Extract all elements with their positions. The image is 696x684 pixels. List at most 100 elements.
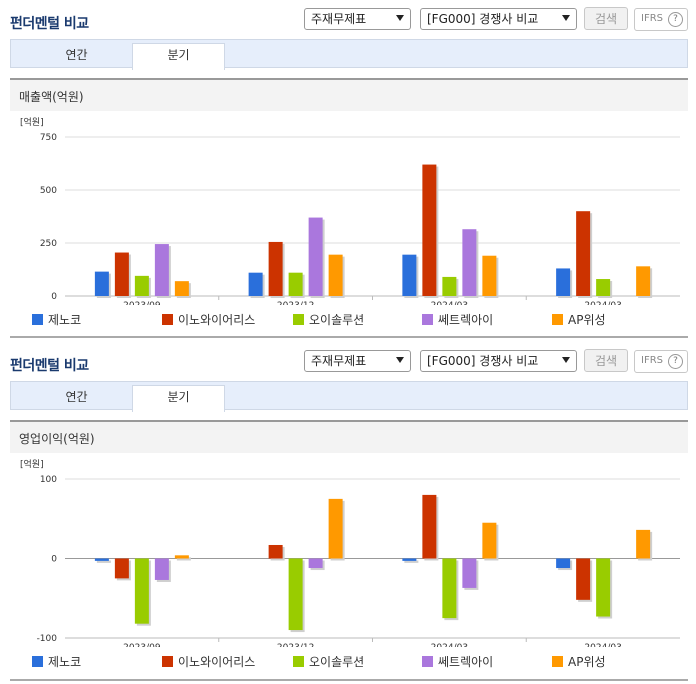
y-tick-label: 100	[40, 475, 57, 485]
bar-제노코[interactable]	[556, 558, 571, 569]
legend-item[interactable]: 이노와이어리스	[162, 655, 255, 669]
bar-이노와이어리스[interactable]	[268, 544, 283, 559]
bar-제노코[interactable]	[94, 271, 109, 296]
bar-오이솔루션[interactable]	[596, 279, 611, 296]
chart-subtitle: 영업이익(억원)	[19, 432, 95, 446]
ifrs-button[interactable]: IFRS?	[634, 8, 688, 31]
bar-이노와이어리스[interactable]	[114, 558, 129, 579]
fundamental-compare-panel-revenue: 펀더멘털 비교 주재무제표 [FG000] 경쟁사 비교 검색 IFRS? 연간…	[0, 0, 696, 340]
y-tick-label: 750	[40, 133, 57, 143]
tab-quarterly[interactable]: 분기	[132, 43, 225, 70]
bar-이노와이어리스[interactable]	[114, 252, 129, 296]
divider	[10, 336, 688, 338]
statement-type-value: 주재무제표	[311, 12, 367, 26]
legend-label: 이노와이어리스	[178, 313, 256, 327]
bar-쎄트렉아이[interactable]	[462, 558, 477, 588]
legend-item[interactable]: AP위성	[552, 313, 606, 327]
x-tick-label: 2023/12	[277, 643, 314, 647]
legend-item[interactable]: 제노코	[32, 313, 81, 327]
bar-제노코[interactable]	[402, 558, 417, 561]
bar-오이솔루션[interactable]	[288, 272, 303, 296]
statement-type-select[interactable]: 주재무제표	[304, 8, 411, 30]
legend-swatch	[32, 314, 43, 325]
bar-제노코[interactable]	[402, 254, 417, 296]
period-tabs: 연간 분기	[10, 381, 688, 412]
chevron-down-icon	[562, 15, 570, 21]
bar-제노코[interactable]	[94, 558, 109, 561]
bar-shadow	[404, 560, 419, 563]
bar-쎄트렉아이[interactable]	[154, 558, 169, 580]
legend-swatch	[552, 314, 563, 325]
legend-item[interactable]: 제노코	[32, 655, 81, 669]
tab-annual[interactable]: 연간	[65, 390, 88, 404]
help-icon[interactable]: ?	[668, 12, 683, 27]
bar-이노와이어리스[interactable]	[576, 211, 591, 296]
legend-item[interactable]: 오이솔루션	[293, 655, 364, 669]
legend-swatch	[552, 656, 563, 667]
bar-쎄트렉아이[interactable]	[308, 558, 323, 569]
bar-이노와이어리스[interactable]	[422, 164, 437, 296]
bar-AP위성[interactable]	[636, 266, 651, 296]
legend-label: 제노코	[48, 313, 82, 327]
bar-쎄트렉아이[interactable]	[308, 217, 323, 296]
legend-label: 제노코	[48, 655, 82, 669]
bar-shadow	[176, 557, 191, 561]
bar-AP위성[interactable]	[482, 255, 497, 296]
x-tick-label: 2024/03	[431, 643, 468, 647]
x-tick-label: 2024/03	[584, 301, 621, 305]
bar-이노와이어리스[interactable]	[422, 494, 437, 559]
bar-AP위성[interactable]	[482, 522, 497, 559]
competitor-group-select[interactable]: [FG000] 경쟁사 비교	[420, 8, 577, 30]
tab-quarterly[interactable]: 분기	[132, 385, 225, 412]
search-button[interactable]: 검색	[584, 349, 628, 372]
legend-item[interactable]: 쎄트렉아이	[422, 313, 493, 327]
bar-쎄트렉아이[interactable]	[462, 229, 477, 296]
legend-item[interactable]: AP위성	[552, 655, 606, 669]
bar-AP위성[interactable]	[636, 529, 651, 559]
bar-제노코[interactable]	[248, 272, 263, 296]
ifrs-button[interactable]: IFRS?	[634, 350, 688, 373]
legend-swatch	[162, 656, 173, 667]
revenue-bar-chart: [억원] 0 250 500 750 2023/09 2023/12 2024/03 2024/…	[20, 116, 680, 305]
bar-AP위성[interactable]	[328, 498, 343, 559]
x-tick-label: 2024/03	[431, 301, 468, 305]
bar-제노코[interactable]	[556, 268, 571, 296]
statement-type-select[interactable]: 주재무제표	[304, 350, 411, 372]
legend-label: 쎄트렉아이	[438, 655, 494, 669]
legend-item[interactable]: 쎄트렉아이	[422, 655, 493, 669]
bar-오이솔루션[interactable]	[442, 558, 457, 619]
bar-오이솔루션[interactable]	[134, 558, 149, 624]
bar-이노와이어리스[interactable]	[576, 558, 591, 600]
bar-오이솔루션[interactable]	[288, 558, 303, 631]
bar-AP위성[interactable]	[174, 555, 189, 559]
x-tick-label: 2024/03	[584, 643, 621, 647]
bar-쎄트렉아이[interactable]	[154, 244, 169, 296]
bar-AP위성[interactable]	[174, 281, 189, 296]
bar-오이솔루션[interactable]	[134, 275, 149, 296]
competitor-group-value: [FG000] 경쟁사 비교	[427, 354, 539, 368]
panel-title: 펀더멘털 비교	[10, 358, 89, 374]
bar-오이솔루션[interactable]	[442, 276, 457, 296]
y-unit-label: [억원]	[20, 458, 44, 470]
legend-item[interactable]: 이노와이어리스	[162, 313, 255, 327]
bar-이노와이어리스[interactable]	[268, 241, 283, 296]
chevron-down-icon	[396, 15, 404, 21]
bar-오이솔루션[interactable]	[596, 558, 611, 617]
legend-item[interactable]: 오이솔루션	[293, 313, 364, 327]
chevron-down-icon	[396, 357, 404, 363]
chart-subtitle: 매출액(억원)	[19, 90, 84, 104]
panel-title: 펀더멘털 비교	[10, 16, 89, 32]
competitor-group-select[interactable]: [FG000] 경쟁사 비교	[420, 350, 577, 372]
legend-swatch	[422, 314, 433, 325]
y-tick-label: 0	[51, 292, 57, 302]
chart-subtitle-bar: 영업이익(억원)	[10, 420, 688, 453]
legend-label: AP위성	[568, 655, 606, 669]
search-button[interactable]: 검색	[584, 7, 628, 30]
tab-annual[interactable]: 연간	[65, 48, 88, 62]
legend-label: 이노와이어리스	[178, 655, 256, 669]
help-icon[interactable]: ?	[668, 354, 683, 369]
bar-AP위성[interactable]	[328, 254, 343, 296]
legend-swatch	[162, 314, 173, 325]
y-tick-label: 500	[40, 186, 57, 196]
ifrs-label: IFRS	[641, 13, 663, 24]
